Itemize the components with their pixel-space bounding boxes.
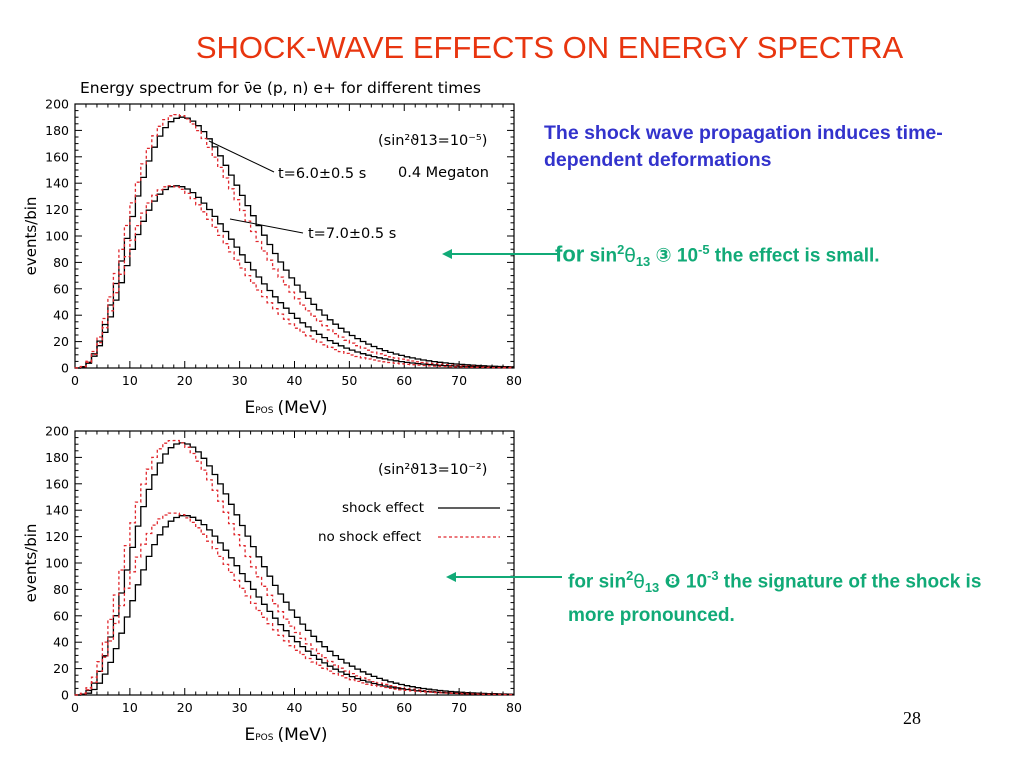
y-tick-label: 180 (45, 123, 69, 138)
large-effect-theta: θ (633, 570, 645, 593)
page-number: 28 (903, 708, 921, 728)
y-tick-label: 200 (45, 97, 69, 112)
y-tick-label: 0 (61, 361, 69, 376)
large-effect-ten: 10 (685, 571, 708, 593)
y-tick-label: 40 (53, 308, 69, 323)
series-line-shock (75, 515, 514, 696)
y-tick-label: 60 (53, 608, 69, 623)
y-tick-label: 60 (53, 281, 69, 296)
x-tick-label: 10 (122, 700, 138, 715)
y-tick-label: 80 (53, 582, 69, 597)
large-effect-lead: for (568, 571, 594, 593)
large-effect-sin: sin (598, 571, 627, 593)
y-tick-label: 200 (45, 424, 69, 439)
series-line-shock (75, 185, 514, 369)
x-tick-label: 80 (506, 700, 522, 715)
arrow-left-icon (442, 249, 558, 259)
small-effect-ten: 10 (676, 245, 699, 267)
time-label: t=7.0±0.5 s (308, 226, 396, 242)
x-tick-label: 70 (451, 373, 467, 388)
small-effect-tail: the effect is small. (714, 245, 880, 267)
detector-mass-label: 0.4 Megaton (398, 165, 489, 181)
x-tick-label: 50 (341, 700, 357, 715)
x-tick-label: 0 (71, 700, 79, 715)
y-axis-label: events/bin (22, 197, 40, 276)
large-effect-tail: the signature of the shock is more prono… (568, 571, 982, 627)
large-effect-exp2: 2 (626, 568, 634, 583)
y-axis-label: events/bin (22, 524, 40, 603)
small-effect-sub13: 13 (635, 254, 651, 270)
y-tick-label: 100 (45, 229, 69, 244)
y-tick-label: 160 (45, 476, 69, 491)
series-line-no-shock (74, 113, 514, 369)
x-tick-label: 60 (396, 700, 412, 715)
small-effect-theta: θ (624, 244, 636, 267)
y-tick-label: 40 (53, 635, 69, 650)
x-axis-label: EPOS (MeV) (245, 725, 328, 745)
small-effect-note: for sin2θ13 ③ 10-5 the effect is small. (555, 236, 955, 276)
series-line-no-shock (74, 439, 514, 696)
main-note: The shock wave propagation induces time-… (544, 122, 943, 171)
x-axis-label: EPOS (MeV) (245, 398, 328, 418)
x-tick-label: 0 (71, 373, 79, 388)
x-tick-label: 40 (287, 373, 303, 388)
x-tick-label: 20 (177, 700, 193, 715)
x-tick-label: 30 (232, 700, 248, 715)
y-tick-label: 100 (45, 556, 69, 571)
series-line-shock (75, 442, 514, 696)
small-effect-exp: -5 (698, 242, 710, 257)
x-tick-label: 80 (506, 373, 522, 388)
mixing-angle-label: (sin²ϑ13=10⁻²) (378, 462, 487, 478)
large-effect-sub13: 13 (644, 580, 660, 596)
x-tick-label: 50 (341, 373, 357, 388)
y-tick-label: 140 (45, 176, 69, 191)
time-label: t=6.0±0.5 s (278, 166, 366, 182)
x-tick-label: 70 (451, 700, 467, 715)
y-tick-label: 120 (45, 202, 69, 217)
legend-label-shock: shock effect (342, 500, 424, 516)
large-effect-note: for sin2θ13 ❽ 10-3 the signature of the … (568, 562, 988, 630)
x-tick-label: 30 (232, 373, 248, 388)
small-effect-exp2: 2 (617, 242, 625, 257)
y-tick-label: 160 (45, 149, 69, 164)
chart-title: Energy spectrum for ν̄e (p, n) e+ for di… (80, 79, 481, 97)
x-tick-label: 10 (122, 373, 138, 388)
slide-title: SHOCK-WAVE EFFECTS ON ENERGY SPECTRA (195, 30, 904, 65)
legend-label-no-shock: no shock effect (318, 529, 421, 545)
annotation-leader-line (229, 218, 304, 234)
y-tick-label: 80 (53, 255, 69, 270)
x-tick-label: 40 (287, 700, 303, 715)
arrow-left-icon (446, 572, 562, 582)
series-line-no-shock (75, 185, 514, 369)
small-effect-sin: sin (589, 245, 618, 267)
large-effect-relation: ❽ (664, 570, 681, 593)
y-tick-label: 0 (61, 688, 69, 703)
series-line-shock (75, 116, 514, 369)
y-tick-label: 20 (53, 661, 69, 676)
small-effect-lead: for (555, 241, 585, 267)
y-tick-label: 140 (45, 503, 69, 518)
series-line-no-shock (75, 512, 514, 696)
x-tick-label: 20 (177, 373, 193, 388)
large-effect-exp: -3 (707, 568, 719, 583)
y-tick-label: 120 (45, 529, 69, 544)
mixing-angle-label: (sin²ϑ13=10⁻⁵) (378, 133, 487, 149)
y-tick-label: 180 (45, 450, 69, 465)
annotation-leader-line (208, 140, 275, 173)
y-tick-label: 20 (53, 334, 69, 349)
small-effect-relation: ③ (655, 244, 672, 267)
x-tick-label: 60 (396, 373, 412, 388)
